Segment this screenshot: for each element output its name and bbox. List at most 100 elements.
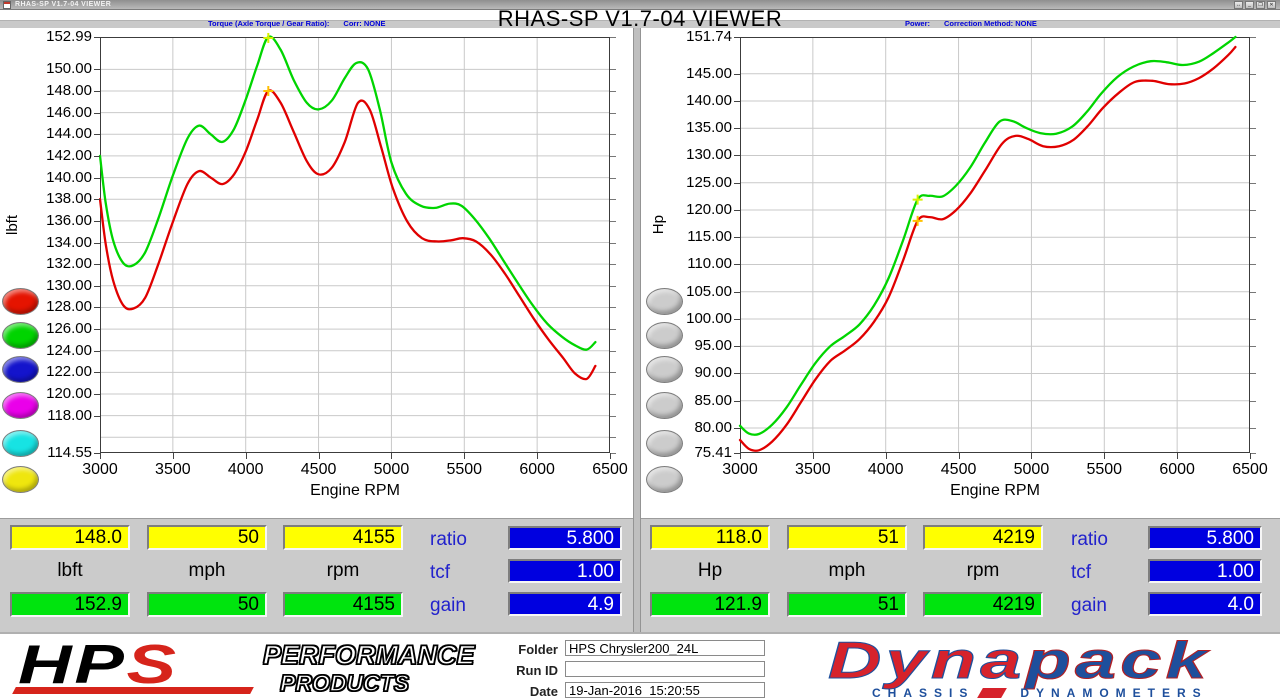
y-tick-mark-right (1250, 73, 1256, 75)
y-tick-mark (734, 100, 740, 102)
x-tick-mark (1250, 453, 1251, 459)
move-button[interactable]: ↔ (1234, 1, 1243, 9)
y-tick-mark-right (610, 307, 616, 309)
torque-header: Torque (Axle Torque / Gear Ratio): Corr: … (208, 20, 386, 28)
y-tick-label: 125.00 (686, 173, 732, 191)
power-channel-button-5[interactable] (646, 430, 683, 457)
close-button[interactable]: ✕ (1267, 1, 1276, 9)
y-tick-label: 130.00 (46, 276, 92, 294)
minimize-button[interactable]: _ (1245, 1, 1254, 9)
y-tick-mark-right (610, 155, 616, 157)
y-tick-mark-right (610, 264, 616, 266)
y-tick-mark (94, 307, 100, 309)
power-channel-button-1[interactable] (646, 288, 683, 315)
power-channel-button-2[interactable] (646, 322, 683, 349)
rpm-unit-label: rpm (966, 560, 1000, 581)
power-unit-label: Hp (697, 560, 723, 581)
torque-channel-button-1[interactable] (2, 288, 39, 315)
x-tick-mark (391, 453, 393, 459)
power-tcf-field[interactable]: 1.00 (1148, 559, 1262, 583)
dynapack-logo: Dynapack (827, 632, 1211, 691)
y-tick-mark-right (1250, 291, 1256, 293)
power-red-run-curve (738, 45, 1237, 452)
y-tick-mark (94, 134, 100, 136)
y-tick-mark-right (610, 112, 616, 114)
y-tick-label: 144.00 (46, 125, 92, 143)
y-tick-label: 140.00 (686, 91, 732, 109)
torque-channel-button-4[interactable] (2, 392, 39, 419)
x-tick-mark (958, 453, 960, 459)
x-tick-label: 4500 (300, 461, 337, 478)
y-tick-mark-right (1250, 128, 1256, 130)
x-tick-mark (740, 453, 741, 459)
y-tick-label: 151.74 (686, 28, 732, 45)
torque-green-value-field: 152.9 (10, 592, 130, 617)
y-tick-label: 122.00 (46, 363, 92, 381)
y-tick-mark (94, 37, 100, 38)
y-tick-mark-right (1250, 237, 1256, 239)
x-tick-mark (245, 453, 247, 459)
folder-input[interactable] (565, 640, 765, 656)
restore-button[interactable]: ❐ (1256, 1, 1265, 9)
y-tick-label: 120.00 (46, 385, 92, 403)
x-tick-label: 6000 (1159, 461, 1195, 478)
y-tick-label: 138.00 (46, 190, 92, 208)
torque-red-rpm-field: 4155 (283, 525, 403, 550)
power-header: Power: Correction Method: NONE (905, 20, 1037, 28)
torque-header-label: Torque (Axle Torque / Gear Ratio): (208, 19, 330, 28)
tcf-label: tcf (1071, 562, 1092, 583)
y-tick-label: 148.00 (46, 82, 92, 99)
torque-gain-field[interactable]: 4.9 (508, 592, 622, 616)
power-channel-button-4[interactable] (646, 392, 683, 419)
gain-label: gain (1071, 595, 1107, 616)
torque-tcf-field[interactable]: 1.00 (508, 559, 622, 583)
window-titlebar[interactable]: RHAS-SP V1.7-04 VIEWER ↔ _ ❐ ✕ (0, 0, 1280, 10)
date-input[interactable] (565, 682, 765, 698)
power-plot-area[interactable] (738, 35, 1250, 453)
x-tick-label: 4000 (867, 461, 904, 478)
y-tick-label: 126.00 (46, 320, 92, 338)
power-chart: 151.74 145.00 140.00 135.00 130.00 125.00 120.… (641, 28, 1280, 518)
torque-ratio-field[interactable]: 5.800 (508, 526, 622, 550)
torque-channel-button-3[interactable] (2, 356, 39, 383)
x-tick-label: 4000 (227, 461, 264, 478)
power-channel-button-6[interactable] (646, 466, 683, 493)
torque-channel-button-2[interactable] (2, 322, 39, 349)
run-id-input[interactable] (565, 661, 765, 677)
y-tick-mark-right (610, 199, 616, 201)
y-tick-mark (94, 394, 100, 396)
power-gain-field[interactable]: 4.0 (1148, 592, 1262, 616)
y-tick-mark (734, 373, 740, 375)
x-tick-label: 5000 (373, 461, 410, 478)
y-tick-mark (734, 37, 740, 38)
y-tick-mark-right (610, 329, 616, 331)
y-tick-label: 118.00 (47, 406, 92, 424)
y-tick-mark-right (1250, 453, 1256, 454)
y-tick-label: 114.55 (47, 444, 92, 461)
mph-unit-label: mph (828, 560, 866, 581)
y-axis-label: lbft (4, 215, 21, 236)
y-tick-mark-right (1250, 400, 1256, 402)
titlebar-title: RHAS-SP V1.7-04 VIEWER (15, 1, 112, 8)
y-tick-mark-right (610, 242, 616, 244)
torque-channel-button-6[interactable] (2, 466, 39, 493)
y-tick-label: 132.00 (46, 255, 92, 273)
torque-plot-area[interactable] (98, 32, 610, 453)
x-tick-label: 6500 (1232, 461, 1268, 478)
power-channel-button-3[interactable] (646, 356, 683, 383)
y-axis-label: Hp (650, 215, 667, 235)
y-tick-mark (734, 182, 740, 184)
power-ratio-field[interactable]: 5.800 (1148, 526, 1262, 550)
y-tick-label: 130.00 (686, 146, 732, 164)
run-id-label: Run ID (516, 663, 558, 678)
ratio-label: ratio (430, 529, 467, 550)
x-tick-mark (100, 453, 101, 459)
x-tick-mark (172, 453, 174, 459)
tcf-label: tcf (430, 562, 451, 583)
y-tick-mark (734, 427, 740, 429)
torque-channel-button-5[interactable] (2, 430, 39, 457)
y-tick-mark (94, 329, 100, 331)
gain-label: gain (430, 595, 466, 616)
y-tick-mark (734, 400, 740, 402)
y-tick-mark-right (1250, 346, 1256, 348)
